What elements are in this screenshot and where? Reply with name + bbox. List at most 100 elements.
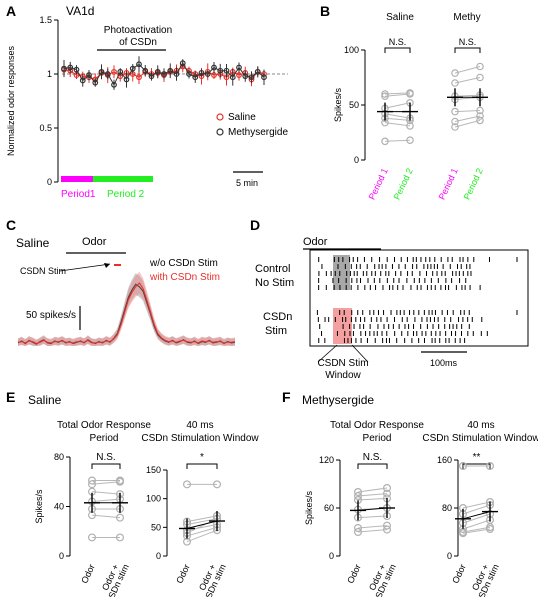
f-left-data-point xyxy=(383,521,392,530)
a-y-label: Normalized odor responses xyxy=(6,45,16,156)
f-left-data-point xyxy=(383,484,392,493)
f-left-data-point xyxy=(354,492,363,501)
a-data-point xyxy=(204,71,211,77)
f-right-category-label: Odor xyxy=(450,563,468,585)
f-left-pair-line xyxy=(357,487,388,493)
a-data-point xyxy=(248,74,255,81)
a-data-point xyxy=(136,61,142,68)
f-left-category-label: Odor xyxy=(345,563,363,585)
f-right-data-point xyxy=(486,524,495,533)
f-left-pair-line xyxy=(357,515,388,519)
e-left-y-tick-label: 80 xyxy=(54,452,64,462)
e-right-y-tick-label: 150 xyxy=(146,465,161,475)
f-right-pair-line xyxy=(462,501,491,509)
a-data-point xyxy=(173,71,180,77)
a-legend-marker xyxy=(216,113,224,121)
a-legend-label: Saline xyxy=(228,112,256,123)
f-left-pair-line xyxy=(357,497,388,501)
f-right-subtitle: 40 ms xyxy=(467,420,494,431)
c-error-band-0 xyxy=(18,273,235,346)
a-period1-bar xyxy=(61,176,93,182)
d-window-pointer xyxy=(351,344,369,363)
a-data-point xyxy=(86,72,92,78)
c-odor-label: Odor xyxy=(82,236,107,248)
d-row-label: Stim xyxy=(265,325,287,337)
e-right-category-label: Odor xyxy=(174,563,192,585)
b-data-point xyxy=(406,136,414,145)
b-data-point xyxy=(406,122,414,130)
c-stim-arrow xyxy=(59,263,111,272)
f-right-pair-line xyxy=(462,528,491,534)
f-left-y-label: Spikes/s xyxy=(304,490,314,525)
a-annotation: of CSDn xyxy=(119,37,157,48)
f-right-subtitle: CSDn Stimulation Window xyxy=(422,433,538,444)
a-period2-label: Period 2 xyxy=(107,189,145,200)
a-data-point xyxy=(186,71,192,77)
f-left-pair-line xyxy=(357,525,388,529)
b-data-point xyxy=(476,116,484,125)
f-right-y-tick-label: 0 xyxy=(447,551,452,561)
f-right-data-point xyxy=(459,462,468,471)
a-period1-label: Period1 xyxy=(61,189,96,200)
b-pair-line xyxy=(454,115,481,122)
e-left-data-point xyxy=(87,533,96,542)
a-data-point xyxy=(117,68,124,75)
e-right-pair-line xyxy=(186,529,218,543)
f-right-data-point xyxy=(459,529,468,538)
b-data-point xyxy=(381,90,389,98)
b-category-label: Period 2 xyxy=(392,167,415,202)
b-pair-line xyxy=(454,94,481,97)
f-right-data-point xyxy=(486,462,495,471)
a-data-point xyxy=(148,73,155,80)
d-raster-frame xyxy=(309,249,529,347)
e-left-y-tick-label: 40 xyxy=(54,502,64,512)
f-left-y-tick-label: 0 xyxy=(329,551,334,561)
e-left-data-point xyxy=(87,480,96,489)
b-pair-line xyxy=(384,102,411,109)
a-data-point xyxy=(254,68,261,75)
c-stim-label: CSDN Stim xyxy=(20,266,66,276)
b-significance-bracket xyxy=(384,47,411,53)
b-significance: N.S. xyxy=(459,37,477,47)
b-data-point xyxy=(476,62,484,71)
e-left-pair-line xyxy=(91,514,121,519)
c-error-band-1 xyxy=(18,271,235,346)
a-data-point xyxy=(136,74,142,81)
e-left-data-point xyxy=(115,513,124,522)
f-left-pair-line xyxy=(357,493,388,497)
b-data-point xyxy=(451,79,459,87)
b-data-point xyxy=(476,73,484,82)
f-right-pair-line xyxy=(462,526,491,533)
a-data-point xyxy=(67,64,74,71)
b-data-point xyxy=(476,112,484,120)
e-left-data-point xyxy=(115,533,124,542)
f-left-significance: N.S. xyxy=(363,452,382,463)
f-left-y-tick-label: 60 xyxy=(324,503,334,513)
b-pair-line xyxy=(384,139,411,142)
a-period2-bar xyxy=(93,176,153,182)
a-data-point xyxy=(167,67,174,74)
a-data-point xyxy=(73,66,80,73)
a-data-point xyxy=(79,77,86,84)
a-data-point xyxy=(154,68,161,75)
e-left-category-label: Odor xyxy=(79,563,97,585)
a-data-point xyxy=(217,67,224,74)
f-title: Methysergide xyxy=(302,393,374,407)
d-row-label: No Stim xyxy=(255,277,294,289)
f-left-subtitle: Period xyxy=(363,433,392,444)
f-left-data-point xyxy=(354,488,363,497)
f-left-subtitle: Total Odor Response xyxy=(330,420,424,431)
f-left-y-tick-label: 120 xyxy=(319,455,334,465)
b-category-label: Period 1 xyxy=(367,167,390,202)
e-right-pair-line xyxy=(186,518,218,525)
a-data-point xyxy=(242,73,249,80)
b-y-tick-label: 100 xyxy=(344,45,359,55)
e-left-subtitle: Total Odor Response xyxy=(57,420,151,431)
b-y-tick-label: 0 xyxy=(354,155,359,165)
e-right-mean-line xyxy=(186,520,218,529)
c-stim-arrowhead xyxy=(104,263,110,268)
a-legend-label: Methysergide xyxy=(228,127,288,138)
b-data-point xyxy=(406,90,414,98)
b-data-point xyxy=(451,69,459,77)
a-data-point xyxy=(104,71,111,77)
